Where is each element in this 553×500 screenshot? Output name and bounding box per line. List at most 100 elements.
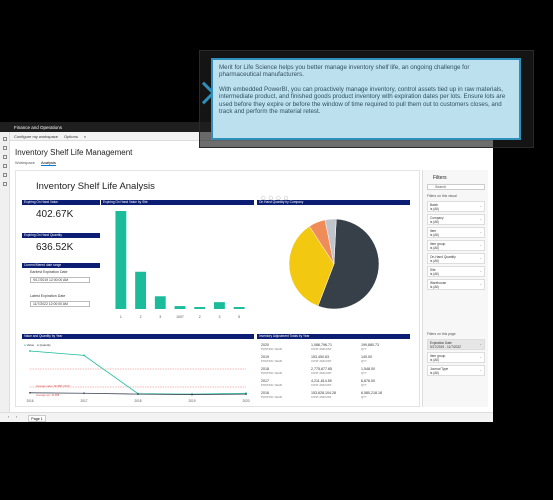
- latest-date-label: Latest Expiration Date: [30, 294, 66, 298]
- filter-name: Batch: [430, 203, 439, 207]
- chevron-down-icon[interactable]: ⌄: [479, 230, 482, 234]
- filter-name: Site: [430, 268, 436, 272]
- row-qty: 140.00: [361, 355, 372, 359]
- series-point[interactable]: [191, 393, 193, 396]
- bar[interactable]: [214, 302, 225, 309]
- filter-card[interactable]: Batch is (All) ⌄: [427, 201, 485, 212]
- visual-toolbar[interactable]: ◯ ◯ ◯ ◯: [261, 195, 290, 200]
- chevron-down-icon[interactable]: ⌄: [479, 282, 482, 286]
- company-pie-chart[interactable]: [286, 216, 382, 312]
- row-year: 2020: [261, 343, 269, 347]
- page-tab[interactable]: Page 1: [28, 415, 46, 422]
- bar[interactable]: [115, 211, 127, 309]
- row-amount-label: COST AMOUNT: [311, 359, 332, 363]
- chevron-down-icon[interactable]: ⌄: [479, 269, 482, 273]
- filter-value: is (All): [430, 220, 439, 225]
- date-range-header: Current filtered date range: [22, 263, 100, 268]
- filter-card[interactable]: Site is (All) ⌄: [427, 266, 485, 277]
- pie-slice[interactable]: [324, 218, 337, 265]
- chevron-down-icon[interactable]: ⌄: [479, 368, 482, 372]
- bar[interactable]: [174, 306, 186, 309]
- next-page-icon[interactable]: ›: [16, 415, 18, 419]
- chevron-down-icon[interactable]: ⌄: [479, 243, 482, 247]
- filter-card[interactable]: Company is (All) ⌄: [427, 214, 485, 225]
- options-button[interactable]: Options: [64, 133, 78, 139]
- chevron-down-icon[interactable]: ⌄: [479, 204, 482, 208]
- filter-name: On-Hand Quantity: [430, 255, 456, 259]
- x-tick-label: 3: [218, 315, 220, 319]
- report-title: Inventory Shelf Life Analysis: [36, 181, 155, 192]
- x-tick-label: 2016: [26, 399, 33, 403]
- powerbi-report: Inventory Shelf Life Analysis ◯ ◯ ◯ ◯ Ex…: [15, 170, 420, 407]
- filter-name: Journal Type: [430, 367, 449, 371]
- callout-paragraph-2: With embedded PowerBI, you can proactive…: [219, 85, 506, 116]
- recent-icon[interactable]: [2, 164, 7, 168]
- chevron-down-icon[interactable]: ⌄: [479, 355, 482, 359]
- legend-value-marker: ●: [24, 343, 26, 347]
- chevron-down-icon[interactable]: ⌄: [479, 217, 482, 221]
- filters-pane: Filters Search Filters on this visual Fi…: [422, 170, 488, 407]
- series-point[interactable]: [245, 393, 247, 396]
- x-tick-label: 2: [140, 315, 142, 319]
- year-chart-legend: ● Value ● Quantity: [24, 343, 51, 347]
- app-title: Finance and Operations: [14, 124, 63, 130]
- row-qty-label: QTY: [361, 347, 367, 351]
- favorites-icon[interactable]: [2, 155, 7, 159]
- bar[interactable]: [135, 271, 146, 309]
- filter-name: Company: [430, 216, 444, 220]
- year-line-chart[interactable]: 2016 2017 2018 2019 2020: [24, 349, 252, 403]
- filter-value: 9/17/2019 - 11/7/2022: [430, 345, 461, 350]
- filter-card[interactable]: On-Hand Quantity is (All) ⌄: [427, 253, 485, 264]
- series-point[interactable]: [83, 392, 85, 395]
- x-tick-label: 2020: [242, 399, 249, 403]
- row-qty-label: QTY: [361, 383, 367, 387]
- chevron-down-icon[interactable]: ⌄: [479, 342, 482, 346]
- modules-icon[interactable]: [2, 182, 7, 186]
- value-card-header: Expiring On Hand Value: [22, 200, 100, 205]
- app-window: Finance and Operations Configure my work…: [0, 122, 493, 422]
- series-point[interactable]: [29, 391, 31, 394]
- row-amount: 1,086,796.71: [311, 343, 332, 347]
- home-icon[interactable]: [2, 146, 7, 150]
- filter-card[interactable]: Item group is (All) ⌄: [427, 240, 485, 251]
- earliest-date-label: Earliest Expiration Date: [30, 270, 68, 274]
- series-point[interactable]: [137, 393, 139, 396]
- x-tick-label: 2019: [188, 399, 195, 403]
- filter-card[interactable]: Journal Type is (All) ⌄: [427, 365, 485, 376]
- company-chart-header: On Hand Quantity by Company: [257, 200, 410, 205]
- latest-date-input[interactable]: 11/7/2022 12:00:00 AM: [30, 301, 90, 307]
- menu-icon[interactable]: [2, 137, 7, 141]
- year-chart-header: Value and Quantity by Year: [22, 334, 254, 339]
- bar[interactable]: [233, 307, 245, 309]
- search-icon[interactable]: ⌕: [83, 133, 87, 139]
- page-filters-label: Filters on this page: [427, 332, 456, 336]
- row-year-label: POSTING YEAR: [261, 383, 282, 387]
- row-year-label: POSTING YEAR: [261, 371, 282, 375]
- series-point[interactable]: [83, 354, 85, 357]
- tab-analysis[interactable]: Analysis: [40, 160, 56, 166]
- site-bar-chart[interactable]: 1 2 3 1007 2 3 5: [106, 207, 254, 321]
- workspaces-icon[interactable]: [2, 173, 7, 177]
- earliest-date-input[interactable]: 9/17/2019 12:00:00 AM: [30, 277, 90, 283]
- tab-workspace[interactable]: Workspace: [15, 160, 35, 165]
- filter-card[interactable]: Warehouse is (All) ⌄: [427, 279, 485, 290]
- pie-slice[interactable]: [317, 218, 380, 310]
- row-amount-label: COST AMOUNT: [311, 383, 332, 387]
- filter-value: is (All): [430, 285, 439, 290]
- x-tick-label: 2: [199, 315, 201, 319]
- filter-card[interactable]: Expiration Date 9/17/2019 - 11/7/2022 ⌄: [427, 339, 485, 350]
- series-point[interactable]: [29, 350, 31, 352]
- site-chart-header: Expiring On Hand Value by Site: [101, 200, 254, 205]
- filters-search-input[interactable]: Search: [427, 184, 485, 190]
- prev-page-icon[interactable]: ‹: [8, 415, 10, 419]
- filter-name: Item group: [430, 242, 446, 246]
- chevron-down-icon[interactable]: ⌄: [479, 256, 482, 260]
- filter-value: is (All): [430, 371, 439, 376]
- row-year-label: POSTING YEAR: [261, 347, 282, 351]
- filter-card[interactable]: Item is (All) ⌄: [427, 227, 485, 238]
- bar[interactable]: [154, 296, 166, 309]
- pie-slice[interactable]: [288, 225, 335, 307]
- bar[interactable]: [194, 307, 206, 309]
- filter-card[interactable]: Item group is (All) ⌄: [427, 352, 485, 363]
- configure-workspace-button[interactable]: Configure my workspace: [14, 133, 59, 139]
